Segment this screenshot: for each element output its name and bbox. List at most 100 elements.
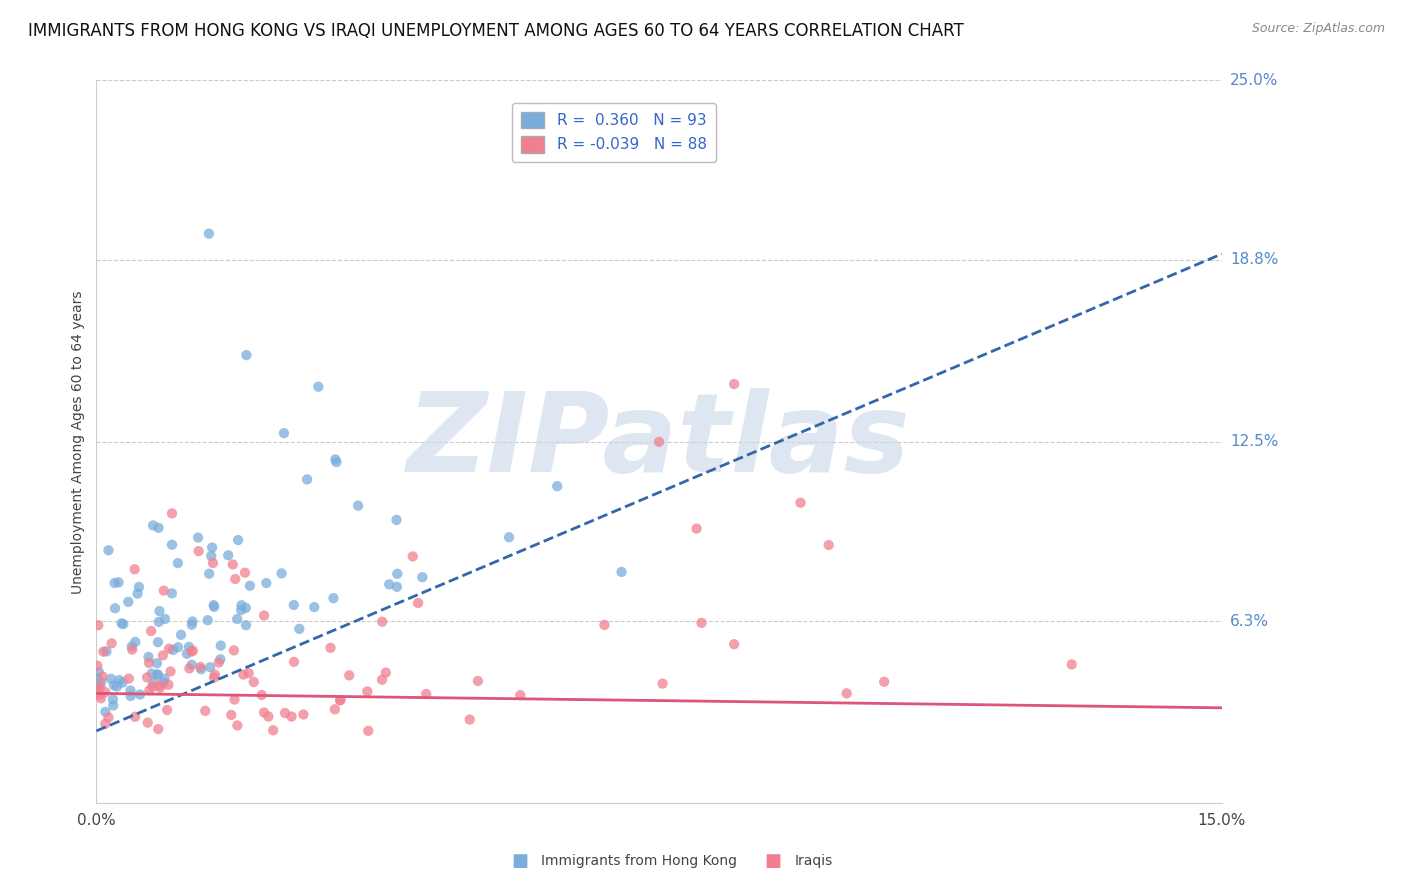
Point — [239, 579, 262, 593]
Point — [160, 507, 183, 521]
Point — [209, 652, 232, 666]
Point — [181, 615, 204, 629]
Point — [235, 618, 257, 632]
Point — [91, 669, 114, 683]
Point — [176, 647, 198, 661]
Point — [201, 556, 224, 570]
Point — [307, 380, 329, 394]
Point — [467, 673, 489, 688]
Point — [188, 660, 211, 674]
Point — [288, 622, 311, 636]
Point — [201, 541, 224, 555]
Point — [141, 680, 163, 694]
Point — [224, 572, 246, 586]
Point — [231, 599, 253, 613]
Point — [94, 705, 117, 719]
Point — [87, 681, 110, 695]
Point — [723, 637, 745, 651]
Point — [789, 496, 811, 510]
Point — [104, 601, 127, 615]
Point — [232, 667, 254, 681]
Point — [219, 707, 242, 722]
Point — [160, 538, 183, 552]
Point — [138, 683, 160, 698]
Point — [329, 693, 352, 707]
Point — [371, 673, 394, 687]
Text: 25.0%: 25.0% — [1230, 73, 1278, 88]
Point — [323, 452, 346, 467]
Point — [138, 649, 160, 664]
Point — [136, 670, 159, 684]
Point — [304, 600, 326, 615]
Point — [87, 683, 110, 698]
Point — [87, 665, 110, 679]
Point — [146, 657, 169, 671]
Point — [347, 499, 370, 513]
Point — [149, 681, 172, 695]
Point — [371, 615, 394, 629]
Point — [105, 680, 128, 694]
Point — [179, 661, 201, 675]
Point — [651, 676, 673, 690]
Point — [235, 348, 257, 362]
Point — [127, 587, 149, 601]
Point — [202, 599, 225, 614]
Point — [274, 706, 297, 720]
Point — [90, 675, 112, 690]
Point — [103, 678, 125, 692]
Point — [200, 549, 222, 563]
Point — [357, 723, 380, 738]
Point — [387, 566, 409, 581]
Point — [148, 678, 170, 692]
Point — [325, 455, 347, 469]
Point — [148, 521, 170, 535]
Point — [96, 644, 118, 658]
Point — [250, 688, 273, 702]
Point — [415, 687, 437, 701]
Point — [120, 689, 142, 703]
Text: ■: ■ — [765, 852, 782, 870]
Point — [100, 672, 122, 686]
Y-axis label: Unemployment Among Ages 60 to 64 years: Unemployment Among Ages 60 to 64 years — [72, 290, 86, 593]
Point — [374, 665, 396, 680]
Point — [385, 580, 408, 594]
Text: IMMIGRANTS FROM HONG KONG VS IRAQI UNEMPLOYMENT AMONG AGES 60 TO 64 YEARS CORREL: IMMIGRANTS FROM HONG KONG VS IRAQI UNEMP… — [28, 22, 965, 40]
Point — [153, 672, 176, 686]
Point — [111, 675, 134, 690]
Point — [128, 580, 150, 594]
Point — [209, 639, 232, 653]
Point — [89, 688, 111, 702]
Point — [817, 538, 839, 552]
Point — [160, 586, 183, 600]
Point — [112, 617, 135, 632]
Point — [873, 674, 896, 689]
Point — [270, 566, 292, 581]
Point — [167, 640, 190, 655]
Point — [283, 598, 305, 612]
Point — [685, 522, 707, 536]
Point — [226, 718, 249, 732]
Point — [153, 583, 176, 598]
Text: Iraqis: Iraqis — [794, 854, 832, 868]
Point — [226, 533, 249, 547]
Point — [153, 612, 176, 626]
Point — [319, 640, 342, 655]
Point — [124, 710, 146, 724]
Point — [111, 616, 134, 631]
Point — [202, 671, 225, 685]
Point — [262, 723, 284, 738]
Point — [187, 531, 209, 545]
Point — [322, 591, 344, 606]
Point — [89, 680, 111, 694]
Text: ZIPatlas: ZIPatlas — [408, 388, 911, 495]
Point — [152, 648, 174, 663]
Point — [283, 655, 305, 669]
Point — [197, 613, 219, 627]
Point — [156, 703, 179, 717]
Point — [235, 600, 257, 615]
Point — [610, 565, 633, 579]
Point — [120, 683, 142, 698]
Point — [509, 688, 531, 702]
Point — [180, 657, 202, 672]
Point — [107, 575, 129, 590]
